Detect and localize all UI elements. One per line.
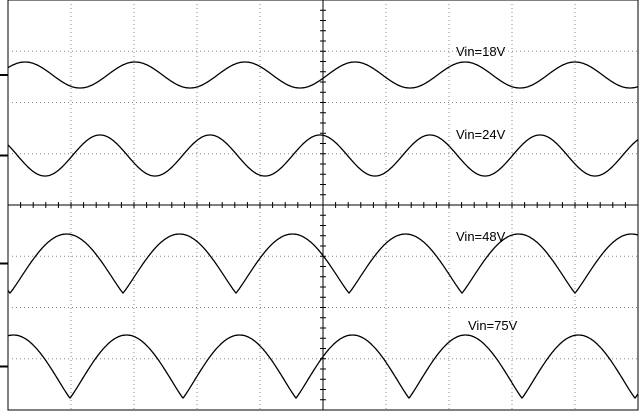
- waveform: [7, 233, 639, 294]
- trace-label: Vin=18V: [456, 44, 506, 59]
- grid: [7, 0, 639, 411]
- trace-label: Vin=48V: [456, 229, 506, 244]
- waveform: [7, 334, 639, 400]
- waveform: [7, 134, 639, 177]
- traces: [0, 61, 639, 400]
- waveform: [7, 61, 639, 89]
- trace-label: Vin=24V: [456, 127, 506, 142]
- trace-label: Vin=75V: [468, 318, 518, 333]
